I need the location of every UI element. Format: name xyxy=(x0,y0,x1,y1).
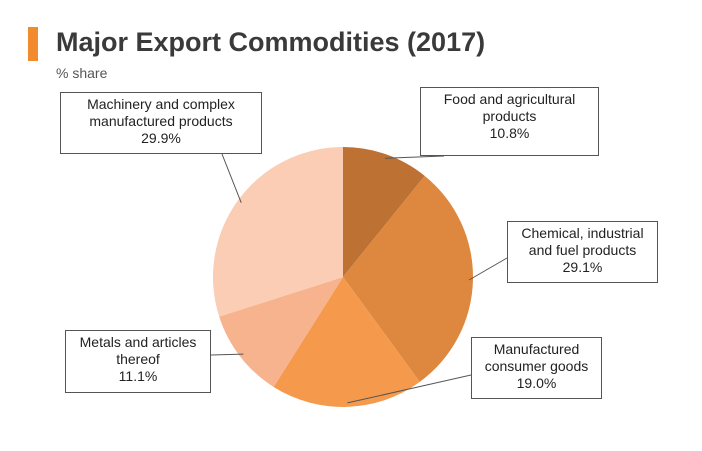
slice-label-name-line: products xyxy=(482,108,537,124)
pie-slice-chemical-industrial-fuel xyxy=(343,175,473,382)
slice-label-chemical-industrial-fuel: Chemical, industrial and fuel products 2… xyxy=(507,221,658,283)
leader-line-chemical-industrial-fuel xyxy=(468,257,508,281)
leader-line-food-agricultural xyxy=(384,155,445,159)
slice-label-name-line: Food and agricultural xyxy=(443,91,576,107)
pie-slice-machinery-complex xyxy=(213,147,343,317)
slice-label-value: 19.0% xyxy=(516,375,557,391)
slice-label-name-line: Chemical, industrial xyxy=(521,225,644,241)
slice-label-value: 11.1% xyxy=(118,368,158,384)
pie-slice-manufactured-consumer-goods xyxy=(273,277,420,407)
leader-line-machinery-complex xyxy=(221,153,242,203)
pie-slice-metals-articles xyxy=(219,277,343,387)
title-accent-bar xyxy=(28,27,38,61)
slice-label-name-line: thereof xyxy=(116,351,160,367)
slice-label-name-line: and fuel products xyxy=(528,242,637,258)
slice-label-name-line: Metals and articles xyxy=(79,334,197,350)
slice-label-name-line: manufactured products xyxy=(89,113,233,129)
slice-label-name-line: consumer goods xyxy=(484,358,589,374)
slice-label-manufactured-consumer-goods: Manufactured consumer goods 19.0% xyxy=(471,337,602,399)
slice-label-food-agricultural: Food and agricultural products 10.8% xyxy=(420,87,599,156)
chart-subtitle: % share xyxy=(56,65,108,81)
slice-label-value: 29.1% xyxy=(562,259,603,275)
slice-label-value: 29.9% xyxy=(141,130,181,146)
slice-label-name-line: Machinery and complex xyxy=(87,96,235,112)
leader-line-metals-articles xyxy=(210,353,244,356)
slice-label-value: 10.8% xyxy=(489,125,530,141)
slice-label-name-line: Manufactured xyxy=(493,341,580,357)
slice-label-machinery-complex: Machinery and complex manufactured produ… xyxy=(60,92,262,154)
chart-title: Major Export Commodities (2017) xyxy=(56,27,486,57)
slice-label-metals-articles: Metals and articles thereof 11.1% xyxy=(65,330,211,393)
leader-line-manufactured-consumer-goods xyxy=(347,374,472,404)
pie-slice-food-agricultural xyxy=(343,147,425,277)
